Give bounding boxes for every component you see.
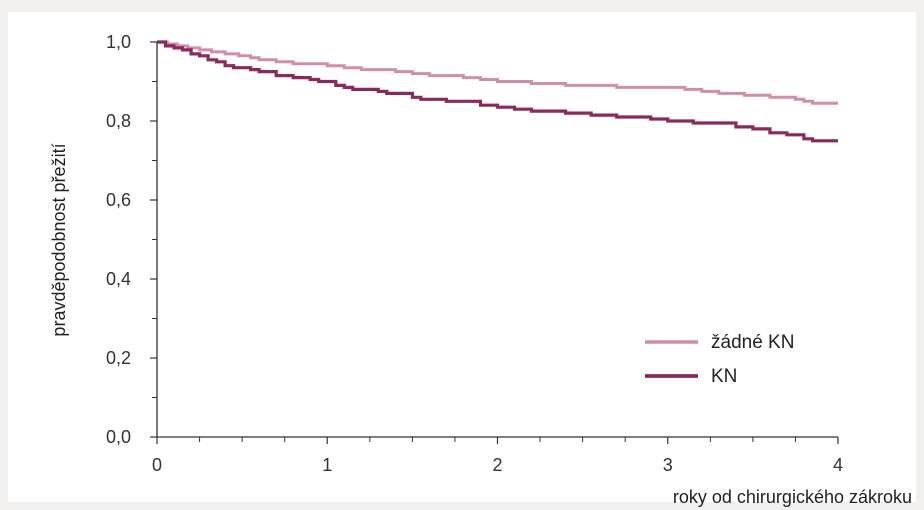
y-tick-label: 0,4 <box>106 269 131 289</box>
x-tick-label: 4 <box>833 455 843 475</box>
x-tick-label: 3 <box>663 455 673 475</box>
legend: žádné KN KN <box>645 332 794 387</box>
series-line-kn <box>157 40 838 143</box>
series-layer <box>157 40 838 143</box>
y-axis-title: pravděpodobnost přežití <box>49 143 69 336</box>
y-tick-label: 0,6 <box>106 190 131 210</box>
legend-label: KN <box>711 366 737 387</box>
plot-background <box>8 12 916 502</box>
axes-layer: 0,0 0,2 0,4 0,6 0,8 1,0 0 1 2 3 4 <box>106 32 843 475</box>
legend-label: žádné KN <box>711 332 794 353</box>
y-tick-label: 0,8 <box>106 111 131 131</box>
x-axis-title: roky od chirurgického zákroku <box>673 487 912 507</box>
x-tick-label: 1 <box>322 455 332 475</box>
y-tick-label: 0,2 <box>106 348 131 368</box>
x-tick-label: 0 <box>152 455 162 475</box>
x-tick-label: 2 <box>492 455 502 475</box>
y-tick-label: 1,0 <box>106 32 131 52</box>
series-line-no-kn <box>157 40 838 105</box>
y-tick-label: 0,0 <box>106 427 131 447</box>
